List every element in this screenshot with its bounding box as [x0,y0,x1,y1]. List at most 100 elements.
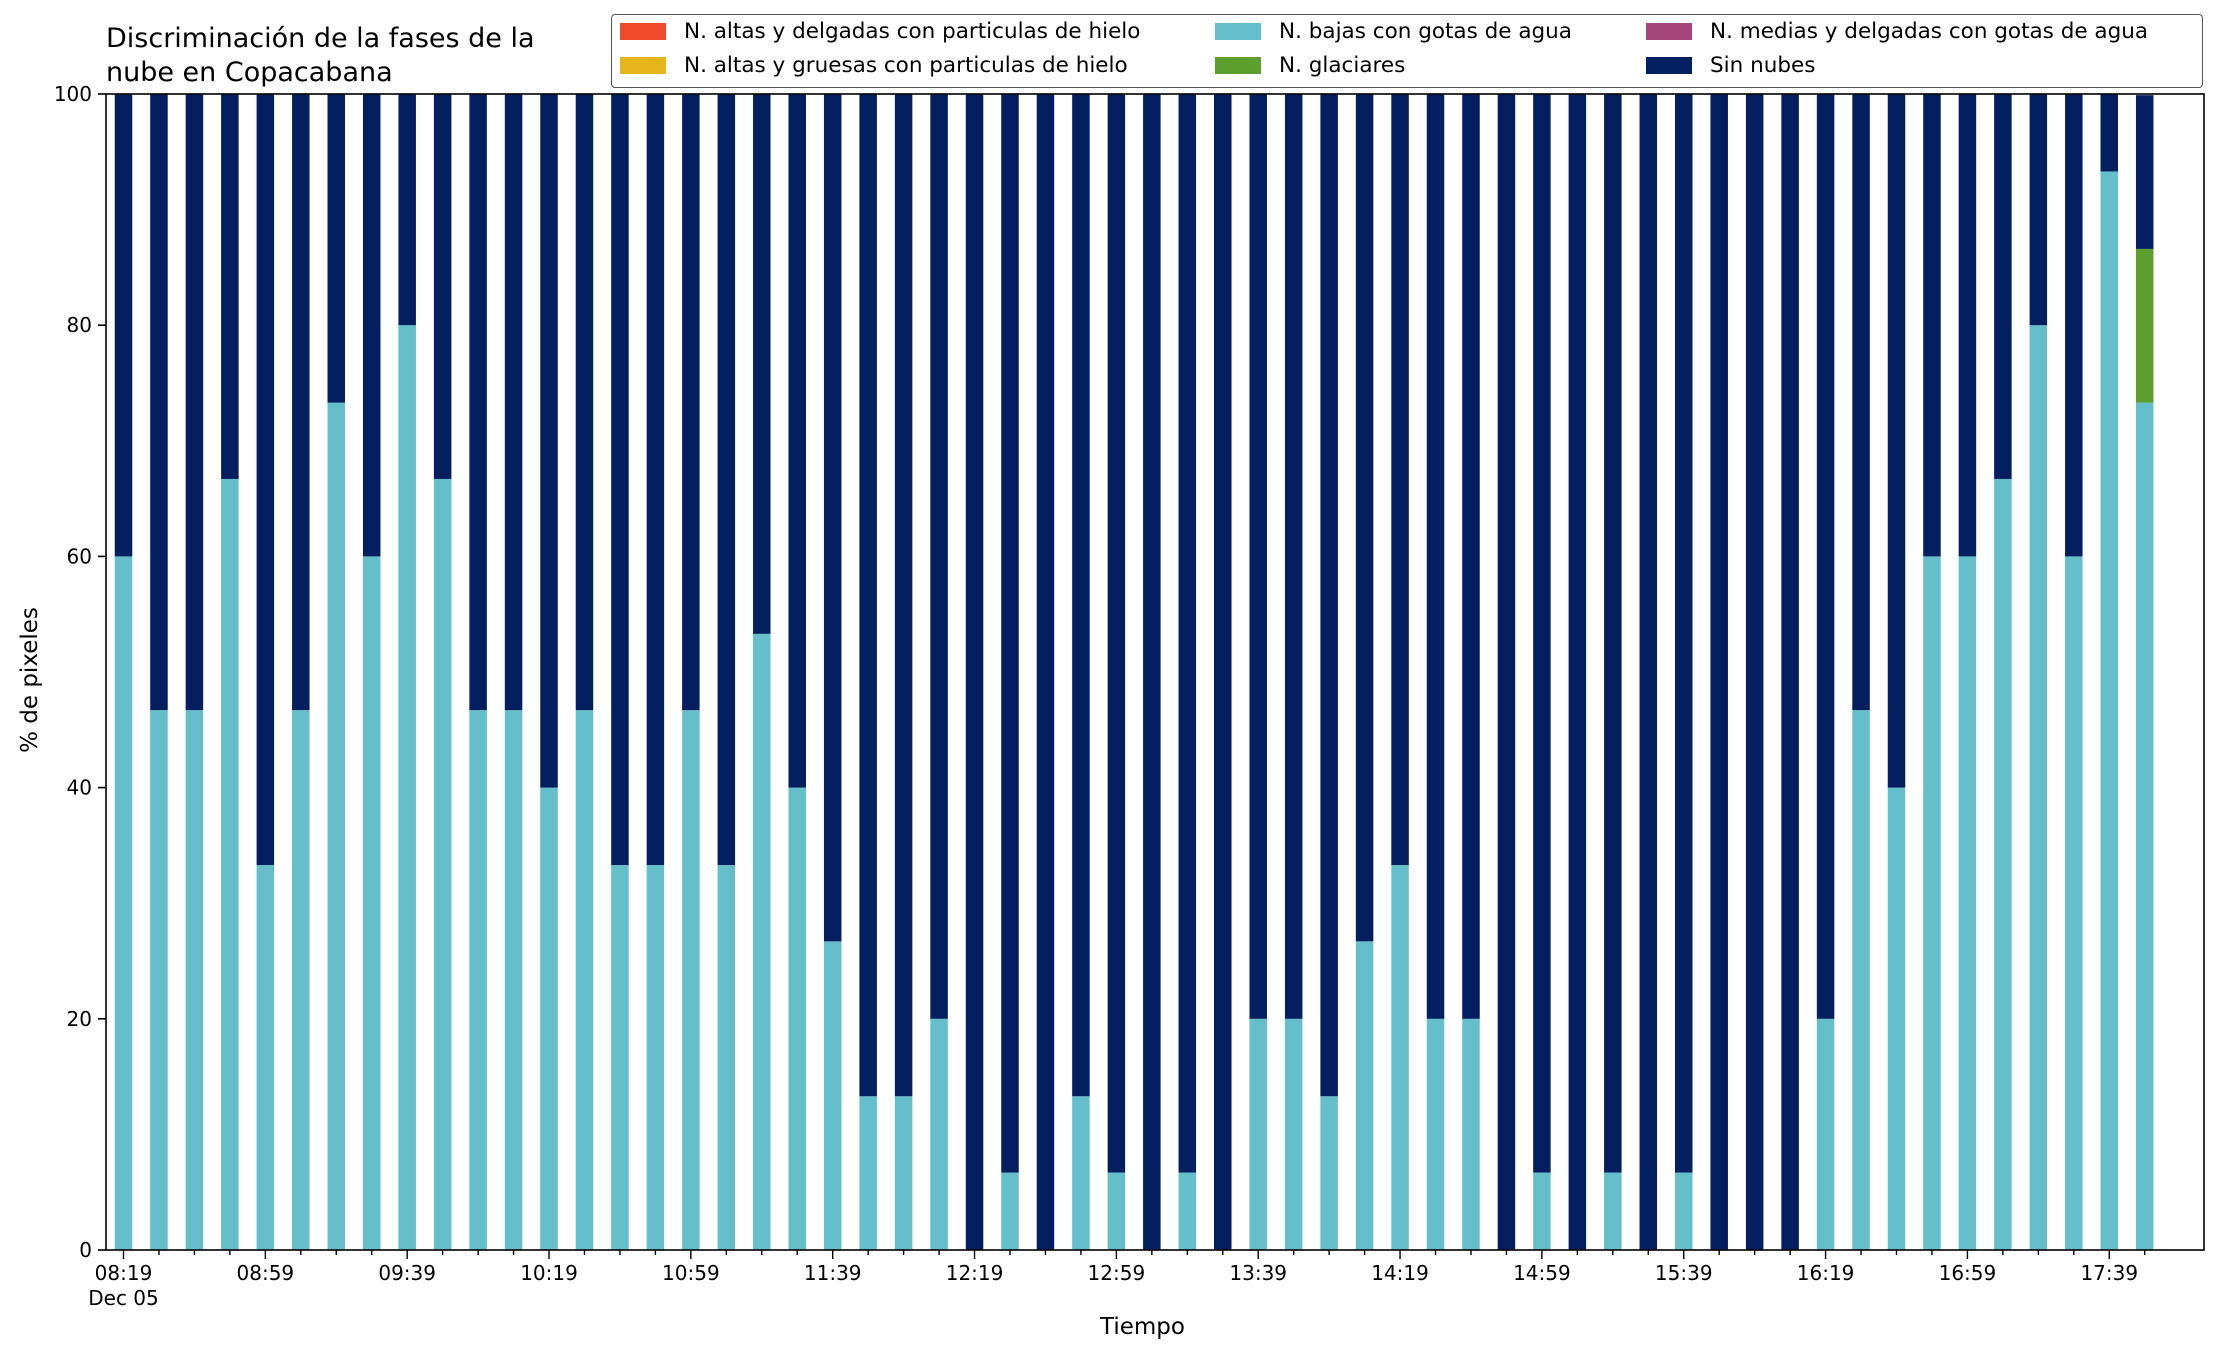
bar-segment [1107,1172,1126,1250]
legend-item: N. glaciares [1215,53,1405,78]
bar-segment [1887,94,1906,788]
bar-segment [575,94,594,711]
legend-item: N. medias y delgadas con gotas de agua [1646,19,2148,44]
legend-label: N. altas y delgadas con particulas de hi… [684,19,1141,44]
x-tick-label: 08:59 [237,1261,295,1285]
bar-segment [327,94,346,403]
bar-segment [362,94,381,557]
bar-segment [859,1096,877,1250]
bar-segment [1958,556,1977,1250]
bar-segment [1923,556,1941,1250]
bar-segment [682,710,700,1250]
bar-segment [1568,94,1587,1250]
bar-segment [1143,94,1161,1250]
bar-segment [540,94,558,788]
bar-segment [221,94,239,479]
bar-segment [1249,94,1267,1019]
bar-segment [1816,94,1835,1019]
bar-segment [2100,171,2119,1250]
legend-label: N. glaciares [1279,53,1406,78]
bar-segment [788,94,806,788]
x-tick-label: 16:59 [1939,1261,1997,1285]
x-axis: 08:19 08:59 09:39 10:19 10:59 11:39 12:19 12:59… [88,1250,2146,1310]
y-tick-label: 20 [67,1007,92,1031]
bar-segment [646,865,665,1250]
bar-segment [292,94,310,711]
bar-segment [292,710,310,1250]
bar-segment [1533,1172,1551,1250]
x-tick-label: 13:39 [1229,1261,1287,1285]
bar-segment [1816,1018,1835,1250]
bar-segment [611,94,629,866]
bar-segment [114,94,133,557]
bar-segment [1994,478,2012,1250]
bar-segment [823,94,842,942]
bar-segment [1781,94,1799,1250]
legend: N. altas y delgadas con particulas de hi… [611,14,2203,88]
y-tick-label: 100 [54,82,92,106]
bar-segment [1001,1172,1019,1250]
bar-segment [504,710,523,1250]
bar-segment [256,94,275,866]
bar-segment [575,710,594,1250]
legend-item: N. altas y gruesas con particulas de hie… [620,53,1128,78]
bar-segment [1923,94,1941,557]
bar-segment [1214,94,1232,1250]
bar-segment [717,865,736,1250]
bar-segment [1462,94,1480,1019]
legend-label: N. bajas con gotas de agua [1279,19,1572,44]
bar-segment [1745,94,1764,1250]
bar-segment [185,94,204,711]
bar-segment [1533,94,1551,1173]
x-tick-label: 12:59 [1088,1261,1146,1285]
bar-segment [753,94,771,634]
bar-segment [1887,787,1906,1250]
y-tick-label: 0 [79,1238,92,1262]
x-tick-label: 11:39 [804,1261,862,1285]
bar-segment [2135,95,2154,249]
y-tick-label: 80 [67,313,92,337]
bar-segment [646,94,665,866]
bar-segment [1284,1018,1303,1250]
bar-segment [1852,710,1870,1250]
bar-segment [682,94,700,711]
bar-segment [1072,94,1090,1097]
bar-segment [504,94,523,711]
bar-segment [2100,94,2119,172]
bar-segment [1284,94,1303,1019]
bar-segment [1391,865,1409,1250]
bar-segment [1604,94,1622,1173]
bar-segment [823,941,842,1250]
x-tick-label: 17:39 [2080,1261,2138,1285]
y-axis: 0 20 40 60 80 100 [54,82,106,1262]
bar-segment [753,633,771,1250]
bar-segment [1036,94,1055,1250]
legend-label: N. medias y delgadas con gotas de agua [1710,19,2149,44]
bar-segment [1391,94,1409,866]
x-axis-label: Tiempo [1100,1314,1185,1340]
bar-segment [1355,941,1374,1250]
bar-segment [788,787,806,1250]
bar-segment [150,710,168,1250]
bar-segment [2135,248,2154,403]
bar-segment [150,94,168,711]
legend-swatch [620,23,666,40]
bar-segment [1320,1096,1338,1250]
bar-segment [717,94,736,866]
bar-segment [1852,94,1870,711]
y-tick-label: 40 [67,776,92,800]
bar-segment [1497,94,1516,1250]
legend-item: N. altas y delgadas con particulas de hi… [620,19,1140,44]
bar-segment [1001,94,1019,1173]
x-tick-label: 08:19 [95,1261,153,1285]
bar-segment [930,1018,948,1250]
bar-segment [469,94,487,711]
bar-segment [256,865,275,1250]
bar-segment [1426,1018,1445,1250]
bar-segment [1355,94,1374,942]
x-tick-label: 10:19 [520,1261,578,1285]
bar-segment [1072,1096,1090,1250]
bar-segment [894,1096,913,1250]
bar-segment [1604,1172,1622,1250]
bar-segment [859,94,877,1097]
